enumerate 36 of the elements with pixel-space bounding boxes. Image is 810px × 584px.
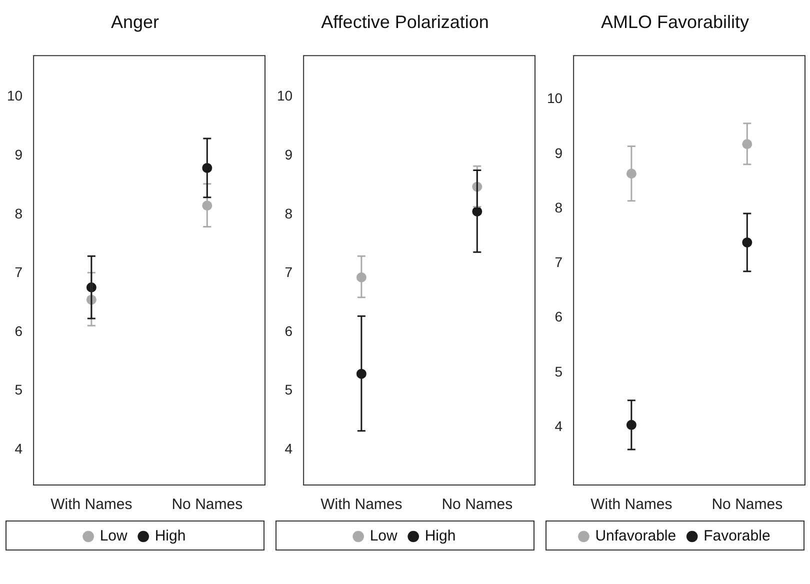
y-tick-label: 6: [554, 308, 563, 325]
legend-label: Low: [100, 528, 128, 545]
y-tick-label: 6: [284, 322, 293, 339]
y-tick-label: 5: [284, 382, 293, 398]
y-tick-label: 5: [14, 382, 23, 398]
y-tick-label: 8: [554, 199, 563, 216]
y-tick-label: 9: [14, 146, 23, 162]
x-tick-label: With Names: [590, 496, 672, 514]
y-tick-label: 9: [554, 144, 563, 161]
x-tick-label: No Names: [172, 496, 243, 514]
y-tick-label: 9: [284, 146, 293, 162]
y-tick-label: 7: [554, 254, 563, 270]
chart-title: Anger: [110, 12, 160, 32]
y-tick-label: 8: [284, 205, 293, 222]
y-tick-label: 10: [276, 88, 293, 104]
y-tick-label: 8: [14, 205, 23, 222]
legend-label: High: [154, 528, 186, 545]
y-tick-label: 4: [554, 418, 563, 434]
x-tick-label: No Names: [442, 496, 513, 514]
y-tick-label: 10: [6, 88, 23, 104]
legend-label: Favorable: [704, 528, 770, 545]
y-tick-label: 10: [546, 90, 563, 106]
y-tick-label: 5: [554, 363, 563, 380]
legend-label: Unfavorable: [595, 528, 676, 545]
y-tick-label: 7: [284, 264, 293, 280]
x-tick-label: With Names: [320, 496, 402, 514]
y-tick-label: 6: [14, 322, 23, 339]
chart-title: Affective Polarization: [321, 12, 489, 32]
y-tick-label: 4: [284, 440, 293, 457]
x-tick-label: No Names: [712, 496, 783, 514]
legend-label: High: [424, 528, 456, 545]
chart-title: AMLO Favorability: [600, 12, 750, 32]
y-tick-label: 7: [14, 264, 23, 280]
y-tick-label: 4: [14, 440, 23, 457]
legend-label: Low: [370, 528, 398, 545]
x-tick-label: With Names: [50, 496, 132, 514]
